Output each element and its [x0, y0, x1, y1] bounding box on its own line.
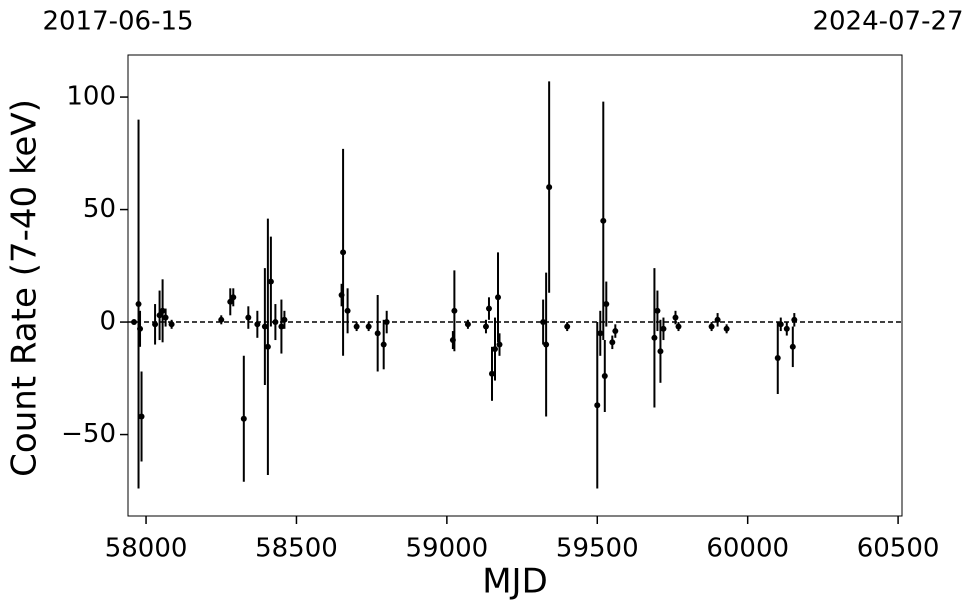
y-tick-label: 100	[66, 82, 116, 112]
data-point	[138, 413, 145, 420]
data-point	[657, 348, 664, 355]
data-point	[240, 415, 247, 422]
data-point	[714, 316, 721, 323]
data-point	[383, 319, 390, 326]
data-point	[168, 321, 175, 328]
end-date: 2024-07-27	[812, 7, 963, 37]
data-point	[488, 370, 495, 377]
x-tick-label: 60000	[706, 534, 789, 564]
data-point	[230, 294, 237, 301]
data-point	[672, 314, 679, 321]
data-point	[227, 298, 234, 305]
data-point	[281, 316, 288, 323]
data-point	[660, 325, 667, 332]
data-point	[654, 307, 661, 314]
y-tick-label: 50	[83, 194, 116, 224]
data-point	[708, 323, 715, 330]
data-point	[449, 337, 456, 344]
data-point	[540, 319, 547, 326]
start-date: 2017-06-15	[42, 7, 193, 37]
data-point	[272, 319, 279, 326]
data-point	[546, 184, 553, 191]
data-point	[601, 373, 608, 380]
data-point	[774, 355, 781, 362]
data-point	[261, 323, 268, 330]
data-point	[495, 294, 502, 301]
data-point	[675, 323, 682, 330]
x-tick-label: 59500	[556, 534, 639, 564]
data-point	[353, 323, 360, 330]
data-point	[152, 321, 159, 328]
data-point	[612, 328, 619, 335]
data-point	[254, 321, 261, 328]
data-point	[564, 323, 571, 330]
data-point	[135, 301, 142, 308]
data-point	[723, 325, 730, 332]
x-tick-label: 58500	[255, 534, 338, 564]
data-point	[264, 343, 271, 350]
plot-frame	[127, 54, 903, 517]
data-point	[340, 249, 347, 256]
y-axis-label: Count Rate (7-40 keV)	[5, 99, 45, 477]
data-point	[651, 334, 658, 341]
data-point	[594, 402, 601, 409]
data-point	[156, 312, 163, 319]
data-point	[543, 341, 550, 348]
data-point	[137, 325, 144, 332]
data-point	[380, 341, 387, 348]
data-point	[600, 217, 607, 224]
x-tick-label: 58000	[105, 534, 188, 564]
data-point	[603, 301, 610, 308]
y-tick-label: −50	[61, 419, 116, 449]
data-point	[245, 314, 252, 321]
x-tick-label: 59000	[406, 534, 489, 564]
data-point	[218, 316, 225, 323]
data-point	[131, 319, 138, 326]
data-point	[496, 341, 503, 348]
data-point	[791, 316, 798, 323]
data-point	[162, 314, 169, 321]
x-tick-label: 60500	[857, 534, 940, 564]
y-tick-label: 0	[99, 307, 116, 337]
data-point	[374, 330, 381, 337]
x-axis-label: MJD	[482, 562, 548, 602]
data-point	[338, 292, 345, 299]
data-point	[159, 307, 166, 314]
data-point	[783, 325, 790, 332]
data-point	[777, 321, 784, 328]
data-point	[464, 321, 471, 328]
data-point	[267, 278, 274, 285]
data-point	[485, 305, 492, 312]
data-point	[278, 323, 285, 330]
data-point	[482, 323, 489, 330]
data-point	[597, 330, 604, 337]
data-point	[491, 346, 498, 353]
data-point	[609, 339, 616, 346]
data-point	[451, 307, 458, 314]
data-point	[365, 323, 372, 330]
data-point	[789, 343, 796, 350]
data-point	[344, 307, 351, 314]
